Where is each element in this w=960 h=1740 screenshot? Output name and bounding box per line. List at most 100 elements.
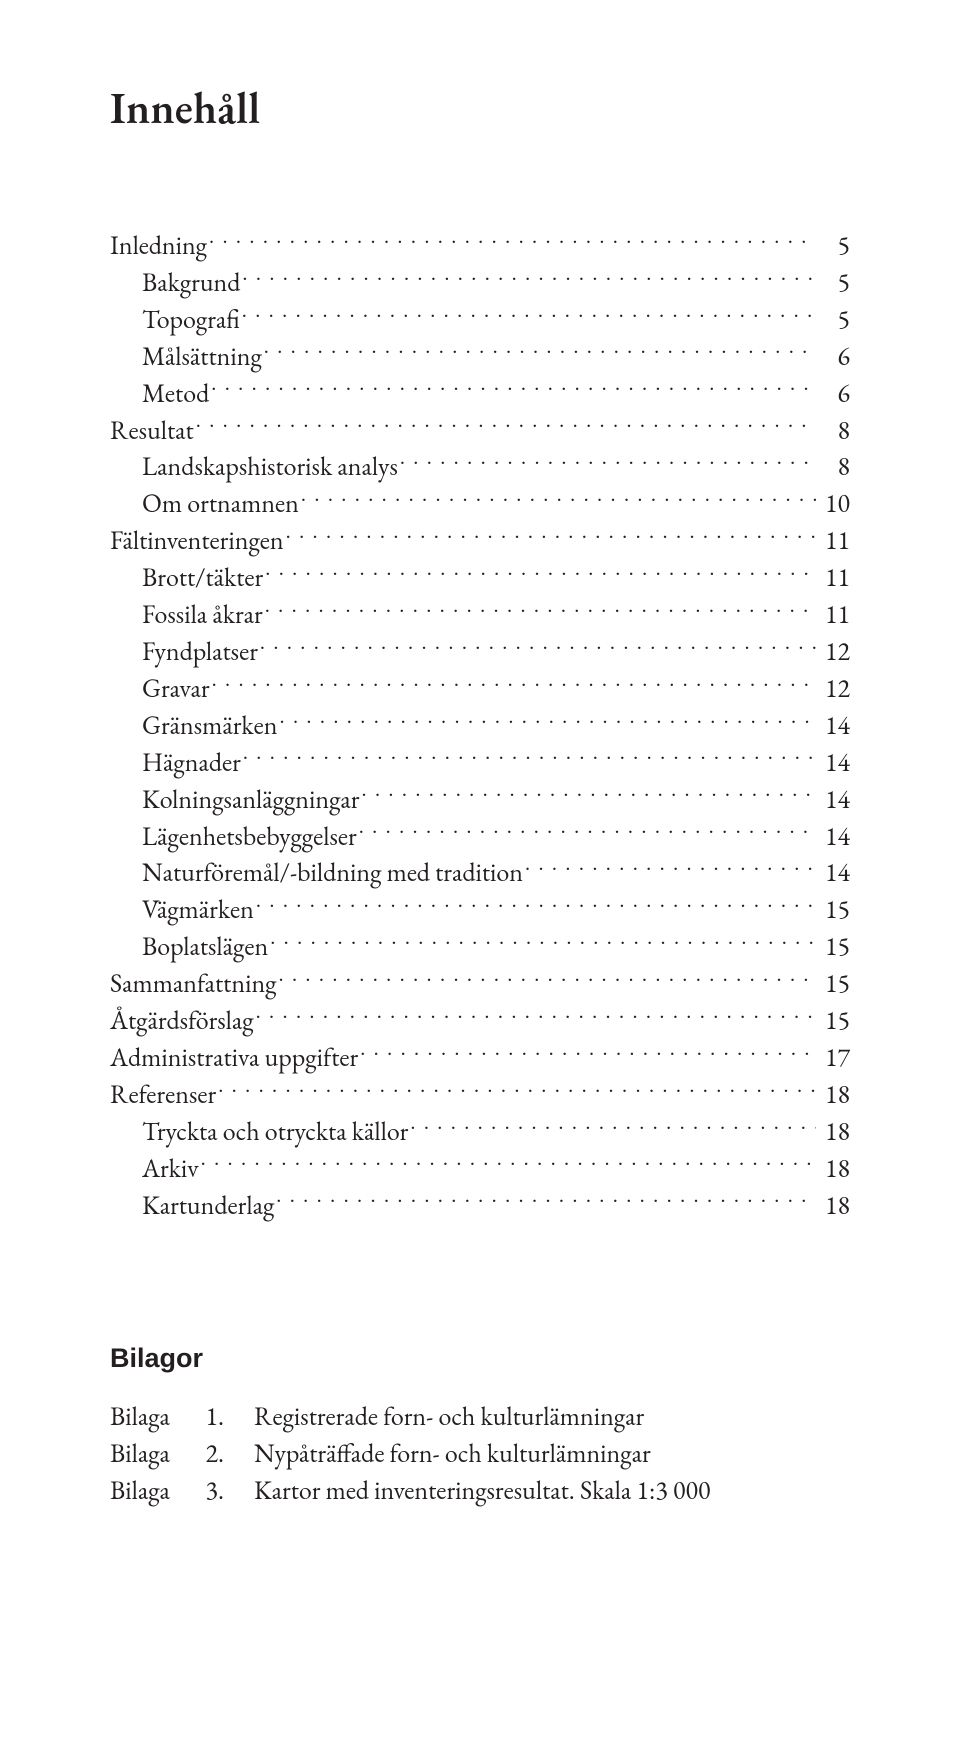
- appendix-key: Bilaga: [110, 1435, 170, 1472]
- toc-leader: [196, 413, 816, 439]
- toc-row: Metod 6: [110, 375, 850, 412]
- toc-leader: [270, 929, 816, 955]
- toc-label: Resultat: [110, 412, 194, 449]
- toc-row: Inledning 5: [110, 227, 850, 264]
- toc-row: Bakgrund5: [110, 264, 850, 301]
- appendix-row: Bilaga1.Registrerade forn- och kulturläm…: [110, 1398, 850, 1435]
- toc-page-number: 14: [818, 781, 850, 818]
- toc-row: Åtgärdsförslag15: [110, 1002, 850, 1039]
- toc-label: Fossila åkrar: [142, 596, 263, 633]
- toc-label: Administrativa uppgifter: [110, 1039, 358, 1076]
- toc-page-number: 14: [818, 854, 850, 891]
- toc-label: Topografi: [142, 301, 240, 338]
- toc-leader: [264, 339, 816, 365]
- toc-label: Lägenhetsbebyggelser: [142, 818, 357, 855]
- appendix-row: Bilaga3.Kartor med inventeringsresultat.…: [110, 1472, 850, 1509]
- toc-page-number: 5: [818, 227, 850, 264]
- toc-label: Gränsmärken: [142, 707, 278, 744]
- toc-row: Vägmärken 15: [110, 891, 850, 928]
- toc-label: Kolningsanläggningar: [142, 781, 360, 818]
- appendix-key: Bilaga: [110, 1472, 170, 1509]
- toc-row: Sammanfattning 15: [110, 965, 850, 1002]
- toc-label: Arkiv: [142, 1150, 199, 1187]
- toc-page-number: 18: [818, 1113, 850, 1150]
- toc-label: Målsättning: [142, 338, 262, 375]
- toc-page-number: 5: [818, 264, 850, 301]
- toc-label: Referenser: [110, 1076, 216, 1113]
- toc-row: Landskapshistorisk analys8: [110, 448, 850, 485]
- toc-row: Hägnader 14: [110, 744, 850, 781]
- appendix-description: Kartor med inventeringsresultat. Skala 1…: [254, 1472, 850, 1509]
- toc-page-number: 15: [818, 891, 850, 928]
- toc-label: Kartunderlag: [142, 1187, 274, 1224]
- appendix-number: 3.: [170, 1472, 254, 1509]
- toc-label: Metod: [142, 375, 209, 412]
- toc-page-number: 6: [818, 338, 850, 375]
- toc-label: Fältinventeringen: [110, 522, 284, 559]
- appendix-number: 2.: [170, 1435, 254, 1472]
- toc-page-number: 12: [818, 670, 850, 707]
- toc-row: Administrativa uppgifter 17: [110, 1039, 850, 1076]
- toc-page-number: 14: [818, 744, 850, 781]
- toc-row: Fossila åkrar 11: [110, 596, 850, 633]
- toc-page-number: 15: [818, 965, 850, 1002]
- toc-page-number: 11: [818, 596, 850, 633]
- toc-label: Brott/täkter: [142, 559, 263, 596]
- appendix-description: Nypåträffade forn- och kulturlämningar: [254, 1435, 850, 1472]
- toc-leader: [201, 1151, 816, 1177]
- toc-label: Naturföremål/-bildning med tradition: [142, 854, 523, 891]
- toc-leader: [525, 855, 816, 881]
- appendix-number: 1.: [170, 1398, 254, 1435]
- toc-row: Resultat 8: [110, 412, 850, 449]
- toc-label: Landskapshistorisk analys: [142, 448, 398, 485]
- toc-page-number: 6: [818, 375, 850, 412]
- toc-label: Hägnader: [142, 744, 241, 781]
- toc-leader: [256, 1003, 816, 1029]
- toc-page-number: 15: [818, 928, 850, 965]
- toc-row: Lägenhetsbebyggelser 14: [110, 818, 850, 855]
- toc-leader: [265, 560, 816, 586]
- toc-label: Gravar: [142, 670, 210, 707]
- toc-row: Om ortnamnen 10: [110, 485, 850, 522]
- appendix-heading: Bilagor: [110, 1343, 850, 1374]
- table-of-contents: Inledning5Bakgrund5Topografi5Målsättning…: [110, 227, 850, 1223]
- toc-row: Målsättning 6: [110, 338, 850, 375]
- toc-leader: [211, 376, 816, 402]
- toc-page-number: 17: [818, 1039, 850, 1076]
- toc-page-number: 12: [818, 633, 850, 670]
- toc-leader: [256, 892, 816, 918]
- toc-row: Kartunderlag 18: [110, 1187, 850, 1224]
- toc-leader: [242, 265, 816, 291]
- toc-label: Sammanfattning: [110, 965, 276, 1002]
- toc-row: Boplatslägen15: [110, 928, 850, 965]
- toc-row: Referenser18: [110, 1076, 850, 1113]
- toc-page-number: 18: [818, 1187, 850, 1224]
- toc-leader: [286, 523, 816, 549]
- toc-row: Tryckta och otryckta källor 18: [110, 1113, 850, 1150]
- toc-row: Naturföremål/-bildning med tradition 14: [110, 854, 850, 891]
- appendix-list: Bilaga1.Registrerade forn- och kulturläm…: [110, 1398, 850, 1509]
- toc-label: Vägmärken: [142, 891, 254, 928]
- toc-leader: [280, 708, 817, 734]
- appendix-key: Bilaga: [110, 1398, 170, 1435]
- toc-page-number: 14: [818, 707, 850, 744]
- toc-row: Gränsmärken 14: [110, 707, 850, 744]
- appendix-description: Registrerade forn- och kulturlämningar: [254, 1398, 850, 1435]
- toc-leader: [242, 302, 816, 328]
- toc-page-number: 10: [818, 485, 850, 522]
- toc-label: Åtgärdsförslag: [110, 1002, 254, 1039]
- toc-row: Gravar 12: [110, 670, 850, 707]
- toc-row: Arkiv18: [110, 1150, 850, 1187]
- toc-leader: [410, 1114, 816, 1140]
- toc-page-number: 11: [818, 522, 850, 559]
- page-title: Innehåll: [110, 80, 850, 137]
- toc-label: Tryckta och otryckta källor: [142, 1113, 408, 1150]
- toc-label: Om ortnamnen: [142, 485, 299, 522]
- toc-page-number: 8: [818, 412, 850, 449]
- toc-label: Fyndplatser: [142, 633, 258, 670]
- toc-leader: [359, 819, 816, 845]
- toc-page-number: 14: [818, 818, 850, 855]
- toc-page-number: 5: [818, 301, 850, 338]
- toc-label: Inledning: [110, 227, 207, 264]
- toc-leader: [362, 782, 817, 808]
